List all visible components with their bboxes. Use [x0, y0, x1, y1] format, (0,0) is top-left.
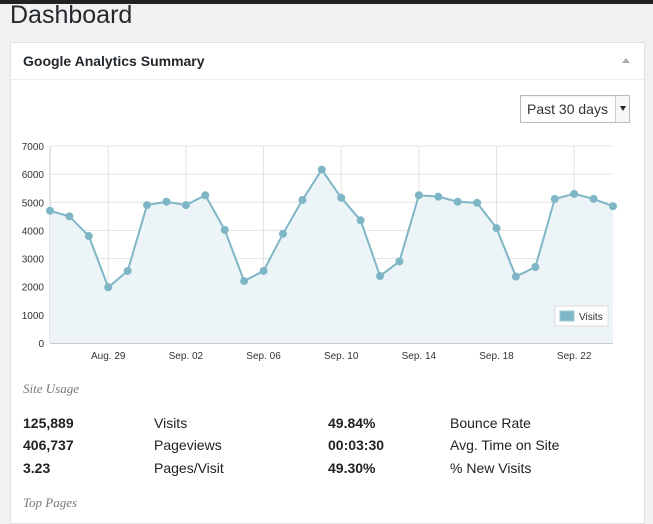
- select-arrow-box: [615, 96, 629, 122]
- data-point: [240, 277, 249, 286]
- stat-label: Bounce Rate: [450, 415, 531, 431]
- data-point: [181, 201, 190, 210]
- data-point: [473, 198, 482, 207]
- data-point: [65, 212, 74, 221]
- data-point: [570, 189, 579, 198]
- stat-value: 49.30%: [328, 460, 376, 476]
- data-point: [259, 266, 268, 275]
- x-tick-label: Sep. 14: [402, 351, 437, 362]
- data-point: [376, 272, 385, 281]
- stat-value: 49.84%: [328, 415, 376, 431]
- data-point: [278, 229, 287, 238]
- x-tick-label: Sep. 06: [246, 351, 281, 362]
- y-tick-label: 2000: [22, 283, 45, 294]
- stat-row: 3.23 Pages/Visit 49.30% % New Visits: [11, 460, 644, 480]
- stat-value: 406,737: [23, 437, 74, 453]
- data-point: [317, 165, 326, 174]
- stat-label: Pageviews: [154, 437, 222, 453]
- data-point: [220, 225, 229, 234]
- data-point: [46, 206, 54, 215]
- data-point: [356, 216, 365, 225]
- data-point: [143, 201, 152, 210]
- data-point: [511, 272, 520, 281]
- data-point: [609, 202, 617, 211]
- widget-title: Google Analytics Summary: [23, 53, 205, 69]
- y-tick-label: 3000: [22, 255, 45, 266]
- stat-label: Avg. Time on Site: [450, 437, 560, 453]
- stat-row: 406,737 Pageviews 00:03:30 Avg. Time on …: [11, 437, 644, 457]
- analytics-summary-widget: Google Analytics Summary Past 30 days 0 1…: [10, 42, 645, 524]
- date-range-select[interactable]: Past 30 days: [520, 95, 630, 123]
- data-point: [395, 257, 404, 266]
- data-point: [201, 191, 210, 200]
- chevron-down-icon: [620, 106, 626, 111]
- y-tick-label: 7000: [22, 142, 45, 153]
- data-point: [104, 283, 113, 292]
- collapse-toggle-icon[interactable]: [620, 55, 632, 67]
- stat-label: % New Visits: [450, 460, 532, 476]
- legend-swatch: [559, 310, 575, 322]
- legend-label: Visits: [579, 312, 603, 323]
- site-usage-heading: Site Usage: [23, 381, 79, 396]
- data-point: [298, 196, 307, 205]
- top-pages-heading: Top Pages: [23, 495, 78, 510]
- data-point: [434, 192, 443, 201]
- page-title: Dashboard: [10, 1, 133, 29]
- x-tick-label: Sep. 18: [479, 351, 514, 362]
- stat-label: Visits: [154, 415, 188, 431]
- admin-top-bar: [0, 0, 653, 4]
- series-area: [50, 169, 613, 343]
- stat-value: 3.23: [23, 460, 51, 476]
- x-tick-label: Sep. 02: [169, 351, 204, 362]
- visits-chart: 0 1000 2000 3000 4000 5000 6000 7000 Aug. 29 Sep.…: [22, 142, 617, 362]
- data-point: [84, 232, 93, 241]
- stat-value: 125,889: [23, 415, 74, 431]
- data-point: [414, 191, 423, 200]
- y-tick-label: 0: [38, 339, 44, 350]
- data-point: [531, 263, 540, 272]
- stat-label: Pages/Visit: [154, 460, 224, 476]
- data-point: [550, 194, 559, 203]
- x-tick-label: Aug. 29: [91, 351, 126, 362]
- data-point: [453, 197, 462, 206]
- date-range-value: Past 30 days: [527, 101, 608, 117]
- widget-header: Google Analytics Summary: [11, 43, 644, 80]
- x-tick-label: Sep. 10: [324, 351, 359, 362]
- y-tick-label: 6000: [22, 170, 45, 181]
- x-tick-label: Sep. 22: [557, 351, 592, 362]
- data-point: [492, 224, 501, 233]
- y-tick-label: 4000: [22, 226, 45, 237]
- y-tick-label: 1000: [22, 311, 45, 322]
- y-tick-label: 5000: [22, 198, 45, 209]
- stat-value: 00:03:30: [328, 437, 385, 453]
- data-point: [162, 197, 171, 206]
- data-point: [589, 194, 598, 203]
- data-point: [337, 193, 346, 202]
- stat-row: 125,889 Visits 49.84% Bounce Rate: [11, 415, 644, 435]
- data-point: [123, 266, 132, 275]
